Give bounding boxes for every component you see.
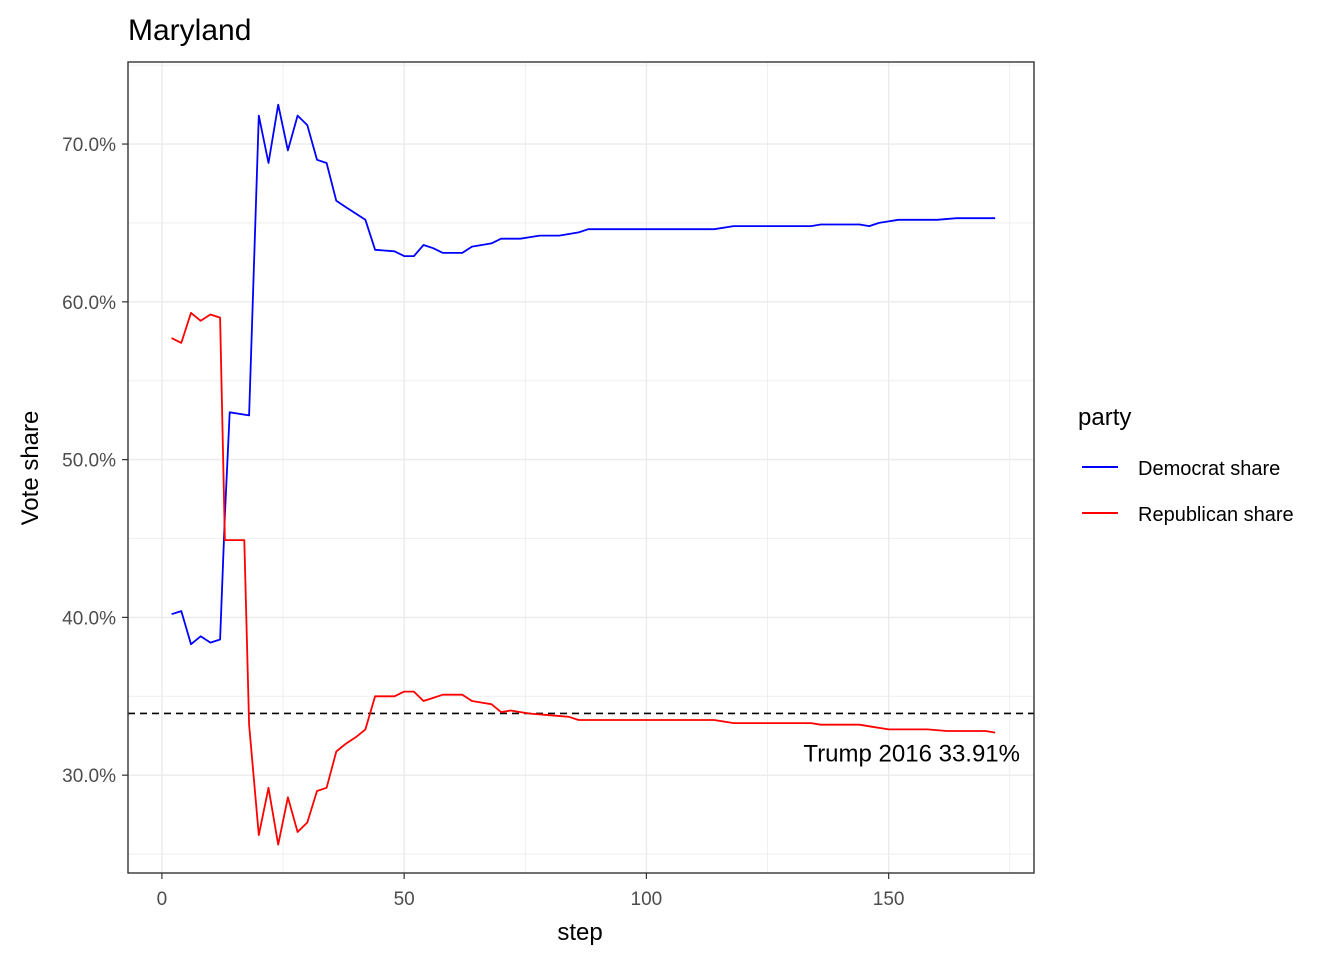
major-gridlines: [128, 62, 1034, 873]
legend-label-democrat: Democrat share: [1138, 458, 1280, 480]
y-tick-label: 30.0%: [62, 766, 116, 787]
chart-title: Maryland: [128, 14, 251, 47]
x-tick-label: 0: [157, 889, 168, 910]
x-axis-ticks: 0 50 100 150: [157, 873, 905, 910]
y-axis-label: Vote share: [17, 411, 44, 526]
y-tick-label: 60.0%: [62, 293, 116, 314]
series-lines: [171, 103, 996, 846]
x-tick-label: 50: [394, 889, 415, 910]
democrat-share-line: [171, 103, 996, 646]
y-tick-label: 70.0%: [62, 135, 116, 156]
reference-line-label: Trump 2016 33.91%: [803, 740, 1020, 767]
y-axis-ticks: 30.0% 40.0% 50.0% 60.0% 70.0%: [62, 135, 128, 787]
y-tick-label: 40.0%: [62, 608, 116, 629]
y-tick-label: 50.0%: [62, 451, 116, 472]
panel-border: [127, 61, 1035, 874]
x-axis-label: step: [557, 919, 602, 946]
legend-label-republican: Republican share: [1138, 504, 1294, 526]
x-tick-label: 150: [873, 889, 905, 910]
republican-share-line: [171, 312, 996, 846]
x-tick-label: 100: [631, 889, 663, 910]
legend-title: party: [1078, 404, 1131, 431]
legend: party Democrat share Republican share: [1078, 404, 1294, 526]
reference-line-group: Trump 2016 33.91%: [128, 712, 1034, 767]
minor-gridlines: [128, 62, 1034, 873]
